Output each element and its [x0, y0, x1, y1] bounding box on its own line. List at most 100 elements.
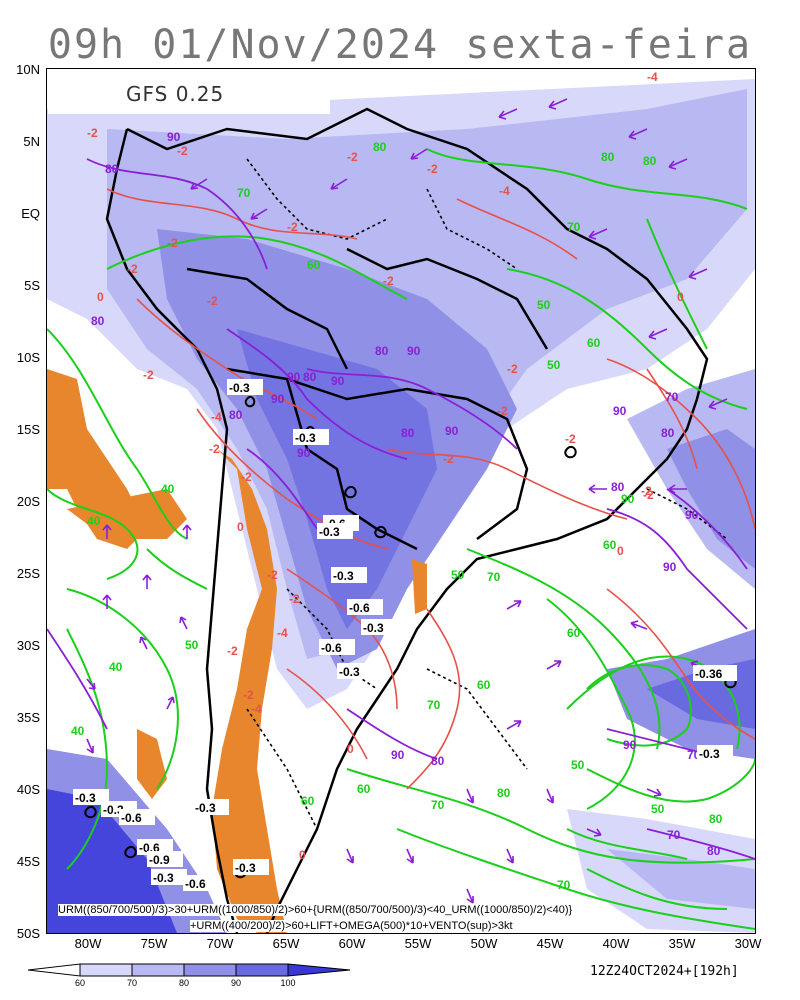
lon-label: 30W — [734, 936, 762, 951]
contour-label: 60 — [567, 626, 581, 640]
contour-label: 90 — [623, 738, 637, 752]
omega-label: -0.3 — [339, 665, 360, 679]
contour-label: 90 — [445, 424, 459, 438]
contour-label: 50 — [451, 568, 465, 582]
lat-label: EQ — [21, 206, 40, 221]
contour-label: 60 — [307, 258, 321, 272]
contour-label: -2 — [177, 144, 188, 158]
omega-label: -0.6 — [321, 641, 342, 655]
contour-label: 70 — [431, 798, 445, 812]
lon-label: 50W — [470, 936, 498, 951]
omega-label: -0.3 — [699, 747, 720, 761]
contour-label: 90 — [331, 374, 345, 388]
green-contours — [47, 148, 755, 930]
contour-label: 70 — [237, 186, 251, 200]
colorbar-tick: 90 — [230, 978, 241, 988]
contour-label: -2 — [289, 592, 300, 606]
contour-label: 90 — [167, 130, 181, 144]
lat-label: 35S — [16, 710, 40, 725]
contour-label: -2 — [241, 470, 252, 484]
contour-label: -2 — [227, 644, 238, 658]
contour-label: 40 — [161, 482, 175, 496]
contour-label: 60 — [301, 794, 315, 808]
lat-label: 25S — [16, 566, 40, 581]
caption-line-2: +URM((400/200)/2)>60+LIFT+OMEGA(500)*10+… — [190, 920, 513, 932]
lat-label: 5N — [23, 134, 40, 149]
omega-label: -0.6 — [349, 601, 370, 615]
contour-label: -2 — [643, 488, 654, 502]
colorbar-tick: 70 — [126, 978, 137, 988]
omega-label: -0.3 — [153, 871, 174, 885]
contour-label: -2 — [243, 688, 254, 702]
colorbar-tick: 80 — [178, 978, 189, 988]
contour-label: 90 — [297, 446, 311, 460]
lon-label: 60W — [338, 936, 366, 951]
map-graphic: 80 70 60 50 40 40 80 70 60 50 60 70 80 9… — [47, 70, 755, 933]
lat-label: 15S — [16, 422, 40, 437]
contour-label: 40 — [71, 724, 85, 738]
contour-label: 70 — [665, 390, 679, 404]
contour-label: -4 — [211, 410, 222, 424]
omega-label: -0.3 — [75, 791, 96, 805]
run-info: 12Z24OCT2024+[192h] — [590, 964, 739, 979]
omega-label: -0.3 — [363, 621, 384, 635]
lat-label: 45S — [16, 854, 40, 869]
contour-label: -2 — [143, 368, 154, 382]
contour-label: 80 — [661, 426, 675, 440]
contour-label: 0 — [677, 290, 684, 304]
contour-label: -2 — [209, 442, 220, 456]
contour-label: 90 — [407, 344, 421, 358]
contour-label: 60 — [603, 538, 617, 552]
lon-label: 75W — [140, 936, 168, 951]
contour-label: -4 — [499, 184, 510, 198]
map-title: 09h 01/Nov/2024 sexta-feira — [47, 22, 753, 68]
contour-label: 90 — [621, 492, 635, 506]
contour-label: 60 — [587, 336, 601, 350]
contour-label: 70 — [557, 878, 571, 892]
contour-label: 80 — [373, 140, 387, 154]
lat-label: 50S — [16, 926, 40, 941]
contour-label: 80 — [375, 344, 389, 358]
contour-label: 80 — [303, 370, 317, 384]
contour-label: -2 — [347, 150, 358, 164]
omega-labels: -0.3 -0.3 -0.6 -0.3 -0.3 -0.6 -0.3 -0.3 … — [73, 379, 737, 891]
contour-label: 70 — [487, 570, 501, 584]
contour-label: 80 — [709, 812, 723, 826]
contour-label: 80 — [401, 426, 415, 440]
omega-label: -0.6 — [185, 877, 206, 891]
contour-label: 0 — [299, 848, 306, 862]
contour-label: 40 — [87, 514, 101, 528]
contour-label: 70 — [567, 220, 581, 234]
contour-label: 80 — [229, 408, 243, 422]
model-box: GFS 0.25 — [48, 70, 330, 114]
lon-label: 70W — [206, 936, 234, 951]
weather-map[interactable]: 80 70 60 50 40 40 80 70 60 50 60 70 80 9… — [46, 68, 756, 934]
contour-label: 50 — [537, 298, 551, 312]
contour-label: 60 — [477, 678, 491, 692]
lat-label: 10N — [16, 62, 40, 77]
contour-label: 90 — [613, 404, 627, 418]
omega-label: -0.6 — [121, 811, 142, 825]
contour-label: 60 — [357, 782, 371, 796]
contour-label: 50 — [651, 802, 665, 816]
contour-label: -2 — [497, 404, 508, 418]
omega-label: -0.3 — [333, 569, 354, 583]
contour-label: 80 — [91, 314, 105, 328]
contour-label: -2 — [383, 274, 394, 288]
omega-label: -0.3 — [235, 861, 256, 875]
red-labels: -2 -2 -2 -4 -2 -2 -2 -2 -2 -4 -2 0 0 -2 … — [87, 70, 684, 862]
contour-label: 80 — [707, 844, 721, 858]
contour-label: -2 — [443, 452, 454, 466]
contour-label: 90 — [287, 370, 301, 384]
contour-label: 0 — [347, 742, 354, 756]
lon-label: 35W — [668, 936, 696, 951]
contour-label: -4 — [277, 626, 288, 640]
contour-label: 90 — [391, 748, 405, 762]
lon-label: 45W — [536, 936, 564, 951]
contour-label: 80 — [611, 480, 625, 494]
contour-label: 50 — [185, 638, 199, 652]
lat-label: 10S — [16, 350, 40, 365]
contour-label: -2 — [207, 294, 218, 308]
wind-arrows — [86, 98, 728, 904]
omega-label: -0.36 — [695, 667, 723, 681]
